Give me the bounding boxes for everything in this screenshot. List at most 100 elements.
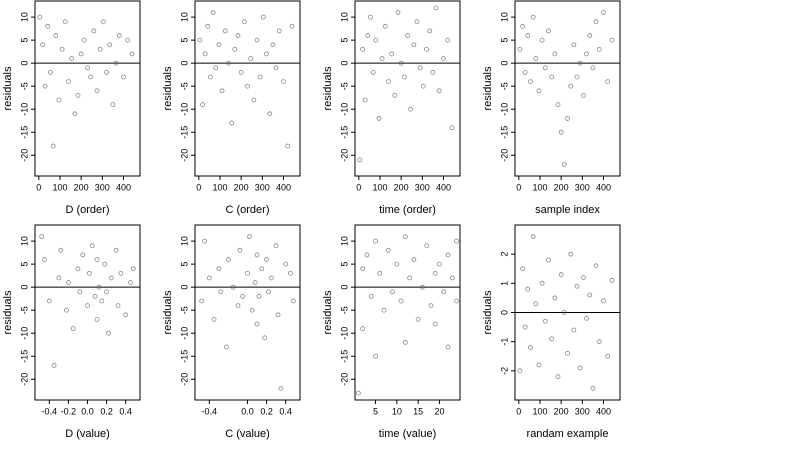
point bbox=[401, 74, 407, 80]
x-tick-label: 100 bbox=[532, 406, 547, 416]
point bbox=[408, 106, 414, 112]
point bbox=[596, 46, 602, 52]
point bbox=[568, 83, 574, 89]
y-tick-label: -2 bbox=[499, 367, 509, 375]
point bbox=[199, 298, 205, 304]
point bbox=[254, 37, 260, 43]
point bbox=[420, 284, 425, 290]
x-tick-label: 300 bbox=[255, 182, 270, 192]
point bbox=[270, 42, 276, 48]
point bbox=[580, 275, 586, 280]
point bbox=[224, 344, 229, 350]
point bbox=[85, 65, 90, 71]
point bbox=[517, 46, 523, 52]
x-tick-label: 400 bbox=[436, 182, 451, 192]
point bbox=[370, 69, 376, 75]
point bbox=[66, 79, 71, 84]
point bbox=[441, 56, 446, 61]
y-axis-label: residuals bbox=[482, 290, 494, 335]
point bbox=[433, 5, 439, 11]
point bbox=[226, 60, 231, 66]
point bbox=[368, 14, 373, 20]
point bbox=[392, 93, 398, 98]
y-tick-label: -15 bbox=[179, 350, 189, 363]
point bbox=[62, 19, 68, 25]
point bbox=[50, 143, 56, 149]
point bbox=[520, 23, 526, 29]
point bbox=[593, 263, 599, 269]
point bbox=[205, 23, 211, 29]
point bbox=[437, 261, 442, 267]
point bbox=[48, 69, 53, 75]
point bbox=[222, 28, 228, 34]
point bbox=[268, 275, 274, 281]
point bbox=[72, 111, 78, 117]
point bbox=[230, 284, 236, 290]
y-tick-label: -20 bbox=[19, 373, 29, 386]
point bbox=[373, 37, 379, 43]
x-tick-label: 100 bbox=[372, 182, 387, 192]
x-tick-label: 300 bbox=[575, 182, 590, 192]
x-tick-label: 100 bbox=[532, 182, 547, 192]
x-tick-label: 5 bbox=[373, 406, 378, 416]
x-tick-label: 0.4 bbox=[279, 406, 292, 416]
point bbox=[394, 261, 400, 267]
y-tick-label: 10 bbox=[339, 12, 349, 22]
y-tick-label: 0 bbox=[19, 61, 29, 66]
point bbox=[206, 275, 212, 281]
point bbox=[113, 247, 119, 253]
point bbox=[552, 295, 558, 301]
y-tick-label: 10 bbox=[339, 236, 349, 246]
point bbox=[37, 14, 43, 20]
point bbox=[558, 272, 564, 277]
point bbox=[402, 234, 408, 239]
point bbox=[405, 33, 410, 38]
point bbox=[536, 88, 542, 94]
point bbox=[200, 102, 206, 108]
y-tick-label: 5 bbox=[499, 38, 509, 43]
point bbox=[53, 33, 59, 38]
point bbox=[385, 247, 391, 253]
point bbox=[568, 251, 574, 257]
point bbox=[577, 365, 583, 371]
point bbox=[45, 23, 51, 29]
x-tick-label: 200 bbox=[234, 182, 249, 192]
point bbox=[420, 83, 426, 89]
point bbox=[445, 37, 451, 43]
point bbox=[549, 74, 555, 80]
point bbox=[424, 46, 429, 52]
x-tick-label: 0.4 bbox=[119, 406, 132, 416]
y-tick-label: -15 bbox=[339, 126, 349, 139]
point bbox=[360, 46, 366, 52]
point bbox=[88, 74, 94, 80]
point bbox=[542, 65, 548, 71]
point bbox=[449, 125, 455, 131]
y-tick-label: 10 bbox=[179, 236, 189, 246]
x-tick-label: -0.2 bbox=[61, 406, 77, 416]
point bbox=[530, 14, 536, 20]
plot-frame bbox=[194, 224, 301, 401]
point bbox=[395, 10, 401, 15]
point bbox=[565, 116, 570, 121]
point bbox=[428, 303, 434, 308]
y-axis-label: residuals bbox=[2, 66, 14, 111]
point bbox=[56, 97, 62, 103]
x-tick-label: 0 bbox=[356, 182, 361, 192]
point bbox=[259, 266, 265, 272]
y-tick-label: 0 bbox=[339, 61, 349, 66]
x-tick-label: 200 bbox=[394, 182, 409, 192]
point bbox=[536, 362, 542, 368]
point bbox=[525, 286, 531, 292]
point bbox=[427, 28, 433, 34]
x-tick-label: 0.2 bbox=[260, 406, 273, 416]
point bbox=[561, 162, 567, 167]
y-axis-label: residuals bbox=[322, 290, 334, 335]
plot-frame bbox=[514, 0, 621, 177]
x-tick-label: 200 bbox=[554, 406, 569, 416]
point bbox=[357, 157, 363, 163]
point bbox=[202, 238, 207, 244]
point bbox=[202, 51, 208, 57]
point bbox=[601, 10, 606, 15]
point bbox=[520, 266, 526, 272]
